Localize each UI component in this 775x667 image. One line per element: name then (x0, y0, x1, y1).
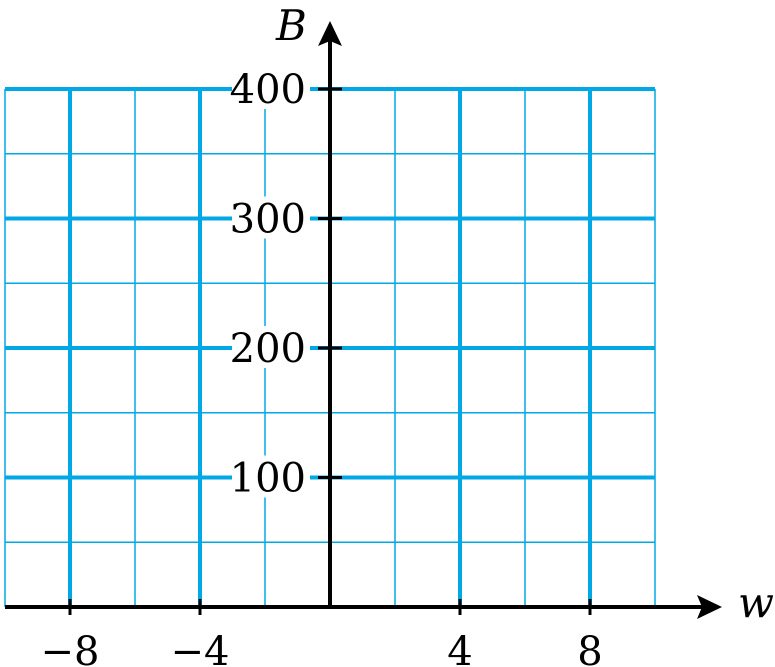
x-tick-label: −8 (41, 629, 100, 667)
y-tick-label: 200 (230, 326, 306, 372)
tick-labels: −8 −4 4 8 100 200 300 400 (41, 67, 603, 667)
y-axis-arrow-icon (318, 21, 342, 46)
y-tick-label: 400 (230, 67, 306, 113)
y-tick-label: 300 (230, 197, 306, 243)
y-tick-label-bg (232, 455, 310, 498)
y-axis-label: B (275, 1, 307, 50)
x-tick-label: −4 (171, 629, 230, 667)
x-tick-label: 8 (577, 629, 602, 667)
axes (5, 21, 722, 619)
y-tick-label-bg (232, 67, 310, 109)
ticks (68, 87, 592, 615)
x-axis-arrow-icon (697, 595, 722, 619)
y-tick-label-bg (232, 196, 310, 239)
y-tick-label-bg (232, 326, 310, 368)
x-axis-label: w (738, 578, 774, 627)
y-tick-label: 100 (230, 456, 306, 502)
x-tick-label: 4 (447, 629, 472, 667)
